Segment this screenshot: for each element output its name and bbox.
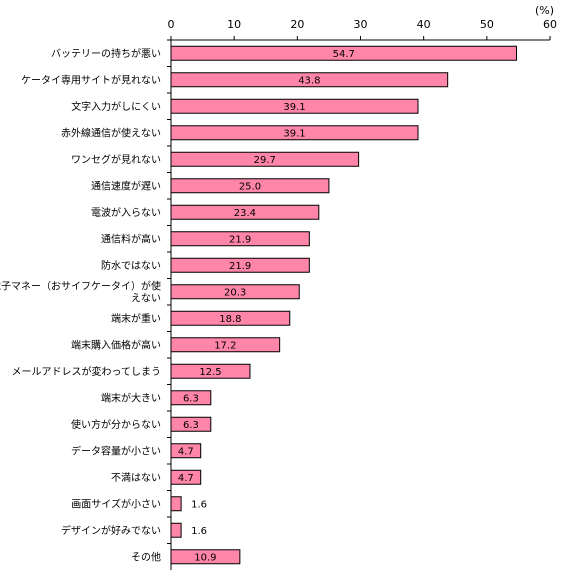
x-tick-label: 60 [543, 18, 557, 31]
value-label: 1.6 [191, 526, 207, 537]
bar [170, 125, 419, 141]
category-label: ワンセグが見れない [71, 153, 161, 166]
value-label: 20.3 [224, 287, 246, 298]
category-label: データ容量が小さい [71, 444, 161, 457]
category-label: 端末が重い [111, 312, 161, 325]
value-label: 6.3 [183, 420, 199, 431]
bar [170, 363, 251, 379]
category-label: 不満はない [111, 472, 161, 484]
bar [170, 416, 212, 432]
category-label: 通信料が高い [101, 232, 161, 245]
bar [170, 231, 310, 247]
bar [170, 310, 291, 326]
x-tick-label: 30 [354, 18, 368, 31]
bar [170, 204, 320, 220]
value-label: 17.2 [214, 340, 236, 351]
category-label: その他 [131, 550, 161, 563]
bar [170, 469, 202, 485]
bar [170, 549, 241, 565]
category-label: 電子マネー（おサイフケータイ）が使 [0, 279, 161, 292]
unit-label: (%) [535, 4, 554, 17]
value-label: 4.7 [178, 473, 194, 484]
bar [170, 337, 281, 353]
bar [170, 522, 182, 538]
bar [170, 284, 300, 300]
x-tick-label: 40 [417, 18, 431, 31]
category-label: 赤外線通信が使えない [61, 126, 161, 139]
category-label: 端末購入価格が高い [71, 338, 161, 351]
category-label: ケータイ専用サイトが見れない [21, 73, 161, 86]
value-label: 25.0 [239, 181, 261, 192]
value-label: 10.9 [194, 552, 216, 563]
x-tick-label: 0 [168, 18, 175, 31]
category-label: デザインが好みでない [61, 524, 161, 537]
value-label: 54.7 [333, 49, 355, 60]
value-label: 1.6 [191, 499, 207, 510]
bar [170, 45, 518, 61]
bar-layer [170, 45, 518, 565]
value-label: 21.9 [229, 261, 251, 272]
value-label: 29.7 [254, 155, 276, 166]
bar [170, 257, 310, 273]
category-label: メールアドレスが変わってしまう [12, 365, 162, 378]
x-tick-label: 20 [290, 18, 304, 31]
category-label: えない [131, 292, 161, 304]
bar [170, 390, 212, 406]
value-label: 23.4 [234, 208, 256, 219]
category-label: 端末が大きい [101, 391, 161, 404]
value-label: 12.5 [199, 367, 221, 378]
bar [170, 443, 202, 459]
value-label: 6.3 [183, 393, 199, 404]
x-tick-label: 50 [480, 18, 494, 31]
bar [170, 151, 360, 167]
value-label: 43.8 [298, 75, 320, 86]
x-tick-label: 10 [227, 18, 241, 31]
bar [170, 72, 449, 88]
bar [170, 178, 330, 194]
label-layer: バッテリーの持ちが悪い 54.7 ケータイ専用サイトが見れない 43.8 文字入力がしに… [0, 47, 355, 564]
value-label: 39.1 [283, 102, 305, 113]
value-label: 4.7 [178, 446, 194, 457]
value-label: 39.1 [283, 128, 305, 139]
axis-layer: 0 10 20 30 40 50 60 [167, 18, 557, 570]
category-label: バッテリーの持ちが悪い [51, 47, 161, 60]
category-label: 電波が入らない [91, 206, 161, 219]
category-label: 画面サイズが小さい [71, 497, 161, 510]
category-label: 防水ではない [101, 259, 161, 272]
bar [170, 98, 419, 114]
category-label: 使い方が分からない [71, 418, 161, 431]
value-label: 21.9 [229, 234, 251, 245]
bar [170, 496, 182, 512]
category-label: 通信速度が遅い [91, 179, 161, 192]
category-label: 文字入力がしにくい [71, 100, 161, 113]
value-label: 18.8 [219, 314, 241, 325]
